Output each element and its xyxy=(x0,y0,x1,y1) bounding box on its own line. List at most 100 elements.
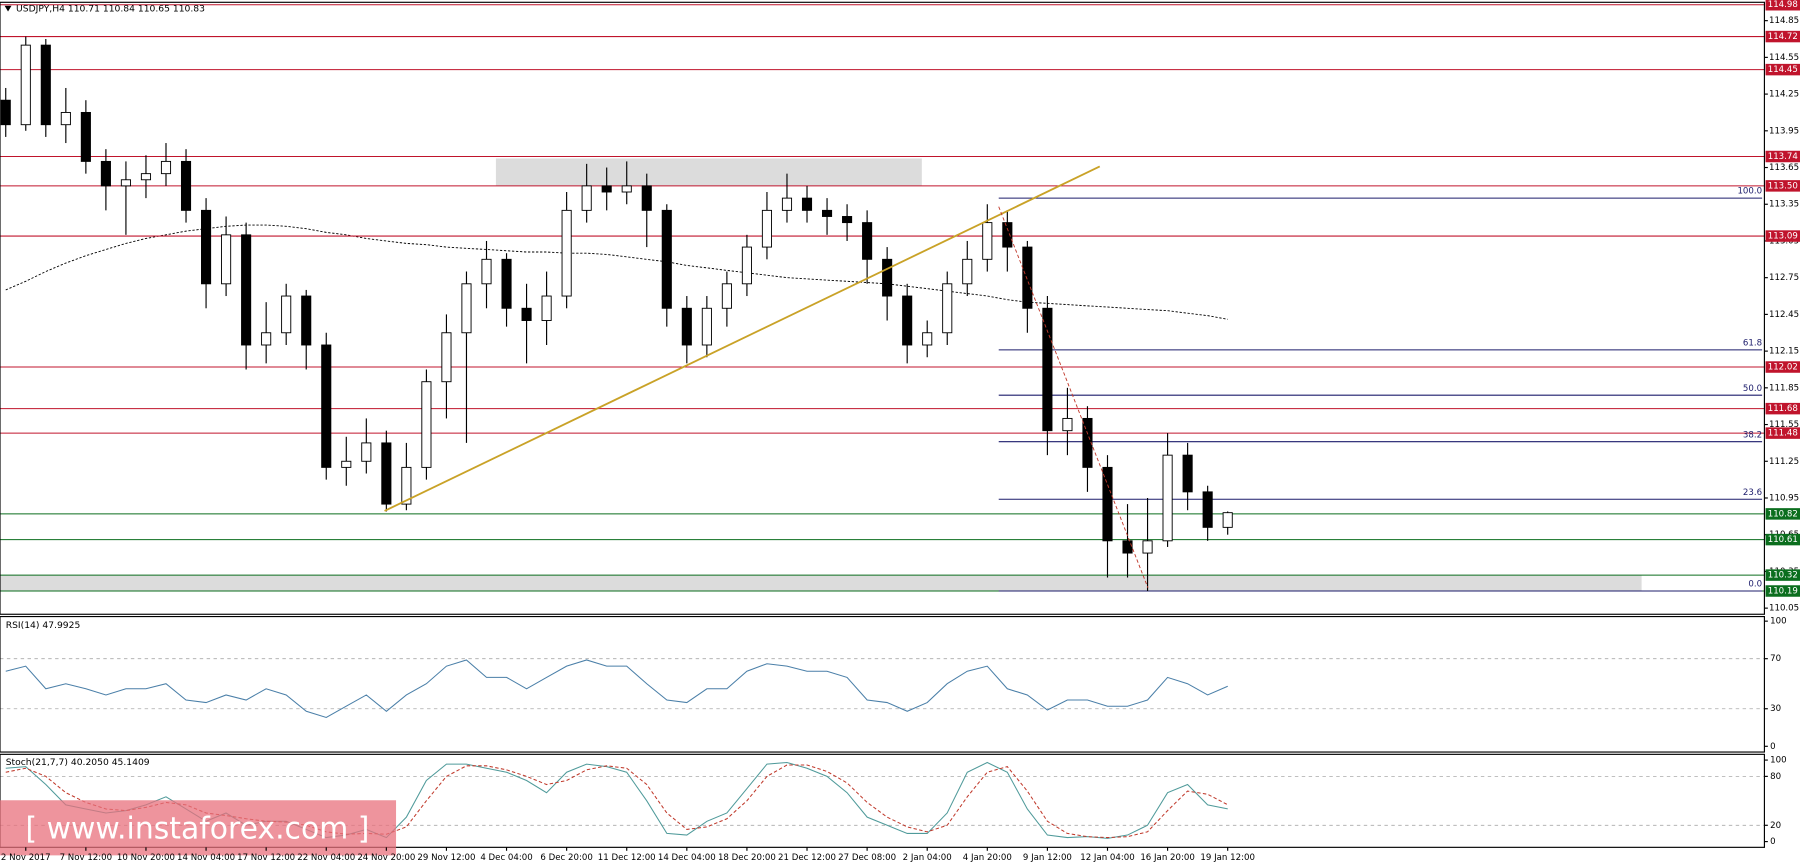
level-tag-label: 110.82 xyxy=(1768,509,1798,519)
candle-body xyxy=(581,185,592,211)
candle-body xyxy=(741,246,752,285)
level-tag-label: 110.32 xyxy=(1768,571,1798,581)
level-tag xyxy=(1765,30,1800,43)
candle-body xyxy=(201,209,212,285)
x-tick-label: 24 Nov 20:00 xyxy=(357,853,415,863)
stoch-title: Stoch(21,7,7) 40.2050 45.1409 xyxy=(6,757,150,768)
candle-body xyxy=(501,258,512,309)
candle-body xyxy=(821,209,833,217)
candle-body xyxy=(1162,454,1173,542)
candle-body xyxy=(481,258,492,285)
x-tick-label: 2 Nov 2017 xyxy=(1,853,51,863)
candle-body xyxy=(40,44,51,126)
level-tag xyxy=(1765,63,1800,76)
candle-body xyxy=(140,173,152,181)
y-tick-label: 111.55 xyxy=(1769,420,1799,430)
candle-body xyxy=(541,295,552,321)
candle-body xyxy=(681,307,692,346)
fib-label: 50.0 xyxy=(1743,384,1762,394)
x-tick-label: 9 Jan 12:00 xyxy=(1023,853,1072,863)
watermark: [ www.instaforex.com ] xyxy=(26,812,370,847)
y-tick-label: 110.95 xyxy=(1769,493,1799,503)
watermark-box xyxy=(0,800,397,856)
indicator-line xyxy=(5,659,1228,719)
stoch-panel-frame xyxy=(0,753,1765,848)
x-tick-label: 14 Nov 04:00 xyxy=(177,853,235,863)
y-tick-label: 70 xyxy=(1770,654,1781,664)
candle-body xyxy=(1062,417,1073,432)
level-tag-label: 113.74 xyxy=(1768,152,1798,162)
level-tag-label: 110.61 xyxy=(1768,535,1798,545)
candle-body xyxy=(160,160,172,175)
candle-body xyxy=(922,332,933,346)
candle-body xyxy=(361,442,372,462)
candle-body xyxy=(1082,417,1093,468)
x-tick-label: 16 Jan 20:00 xyxy=(1140,853,1195,863)
candle-body xyxy=(281,295,292,334)
candle-body xyxy=(942,283,953,334)
candle-body xyxy=(401,466,412,505)
x-tick-label: 10 Nov 20:00 xyxy=(117,853,175,863)
candle-body xyxy=(1022,246,1033,309)
fib-label: 61.8 xyxy=(1743,339,1762,349)
level-tag-label: 110.19 xyxy=(1768,587,1798,597)
candle-body xyxy=(1102,466,1113,542)
candle-body xyxy=(721,283,732,309)
level-tag-label: 111.48 xyxy=(1768,429,1798,439)
candle-body xyxy=(701,307,712,346)
y-tick-label: 0 xyxy=(1770,837,1775,847)
x-tick-label: 22 Nov 04:00 xyxy=(297,853,355,863)
candle-body xyxy=(882,258,893,297)
y-tick-label: 112.45 xyxy=(1769,310,1799,320)
x-tick-label: 4 Dec 04:00 xyxy=(480,853,532,863)
plot-layer xyxy=(0,4,1765,839)
y-tick-label: 111.25 xyxy=(1769,457,1799,467)
level-tag xyxy=(1765,569,1800,581)
candle-body xyxy=(321,344,332,468)
y-tick-label: 112.75 xyxy=(1769,273,1799,283)
y-tick-label: 113.65 xyxy=(1769,163,1799,173)
candle-body xyxy=(0,99,11,126)
rsi-title: RSI(14) 47.9925 xyxy=(6,620,81,631)
candle-body xyxy=(100,160,111,187)
candle-body xyxy=(441,332,452,383)
symbol-header: USDJPY,H4 110.71 110.84 110.65 110.83 xyxy=(16,4,205,15)
y-tick-label: 100 xyxy=(1770,617,1786,627)
y-tick-label: 110.05 xyxy=(1769,604,1799,614)
y-tick-label: 100 xyxy=(1770,756,1786,766)
x-tick-label: 18 Dec 20:00 xyxy=(718,853,776,863)
x-tick-label: 7 Nov 12:00 xyxy=(60,853,113,863)
candle-body xyxy=(1042,307,1053,432)
y-tick-label: 0 xyxy=(1770,742,1775,752)
level-tag-label: 114.72 xyxy=(1768,32,1798,42)
candle-body xyxy=(20,44,31,126)
indicator-line xyxy=(5,764,1228,839)
candle-body xyxy=(962,258,973,285)
x-tick-label: 2 Jan 04:00 xyxy=(903,853,952,863)
x-tick-label: 17 Nov 12:00 xyxy=(237,853,295,863)
candle-body xyxy=(120,179,131,187)
x-tick-label: 12 Jan 04:00 xyxy=(1080,853,1135,863)
level-tag xyxy=(1765,585,1800,597)
candle-body xyxy=(641,185,652,211)
y-tick-label: 20 xyxy=(1770,821,1781,831)
level-tag xyxy=(1765,533,1800,546)
candle-body xyxy=(621,185,632,193)
level-tag xyxy=(1765,402,1800,415)
level-tag xyxy=(1765,361,1800,373)
candle-body xyxy=(461,283,472,334)
level-tag xyxy=(1765,150,1800,163)
candle-body xyxy=(902,295,913,346)
candle-body xyxy=(80,111,91,162)
candle-body xyxy=(221,234,232,285)
price-panel-frame xyxy=(0,1,1765,615)
candle-body xyxy=(521,307,532,321)
candle-body xyxy=(982,222,993,260)
level-tag-label: 114.98 xyxy=(1768,0,1798,10)
level-tag xyxy=(1765,0,1800,11)
x-tick-label: 19 Jan 12:00 xyxy=(1200,853,1255,863)
candle-body xyxy=(261,332,272,346)
candle-body xyxy=(1142,540,1153,554)
x-tick-label: 27 Dec 08:00 xyxy=(838,853,896,863)
